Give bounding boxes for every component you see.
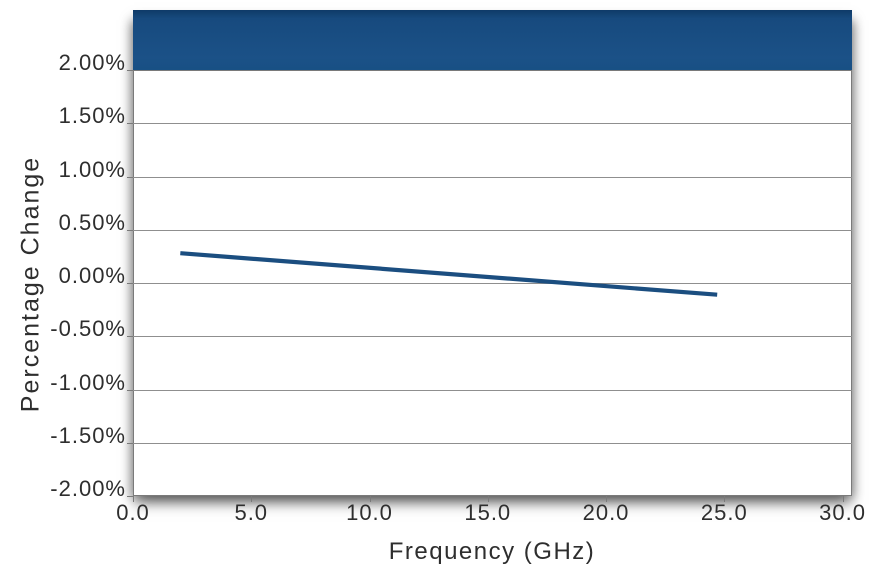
gridline <box>133 123 852 124</box>
x-tick-mark <box>133 496 134 502</box>
x-tick-mark <box>843 496 844 502</box>
y-tick-label: 2.00% <box>58 50 126 75</box>
y-tick-mark <box>127 443 133 444</box>
gridline <box>133 390 852 391</box>
x-tick-label: 20.0 <box>582 500 630 525</box>
x-tick-label: 0.0 <box>116 500 150 525</box>
x-tick-label: 10.0 <box>346 500 393 525</box>
y-tick-mark <box>127 283 133 284</box>
x-tick-mark <box>370 496 371 502</box>
x-tick-label: 25.0 <box>700 500 748 525</box>
x-tick-mark <box>251 496 252 502</box>
gridline <box>133 283 852 284</box>
x-tick-label: 30.0 <box>819 500 866 525</box>
gridline <box>133 230 852 231</box>
y-tick-label: -1.00% <box>50 369 126 395</box>
y-tick-mark <box>127 390 133 391</box>
series-polyline <box>180 251 718 297</box>
x-tick-mark <box>724 496 725 502</box>
y-tick-label: 1.00% <box>58 156 126 182</box>
y-tick-label: -0.50% <box>50 316 126 342</box>
y-tick-label: 0.00% <box>58 263 126 288</box>
y-tick-label: 0.50% <box>58 209 126 235</box>
x-tick-mark <box>606 496 607 502</box>
gridline <box>133 177 852 178</box>
x-tick-mark <box>488 496 489 502</box>
y-tick-mark <box>127 123 133 124</box>
y-tick-mark <box>127 496 133 497</box>
y-tick-mark <box>127 336 133 337</box>
gridline <box>133 443 852 444</box>
series-line <box>180 251 718 297</box>
y-tick-label: -2.00% <box>50 476 126 501</box>
y-tick-label: 1.50% <box>58 103 126 129</box>
x-axis-title: Frequency (GHz) <box>388 538 596 565</box>
x-tick-label: 5.0 <box>234 500 269 525</box>
y-tick-mark <box>127 177 133 178</box>
y-tick-mark <box>127 230 133 231</box>
x-tick-label: 15.0 <box>464 500 512 525</box>
y-tick-label: -1.50% <box>50 422 126 448</box>
gridline <box>133 336 852 337</box>
y-tick-mark <box>127 70 133 71</box>
header-banner <box>133 10 852 70</box>
